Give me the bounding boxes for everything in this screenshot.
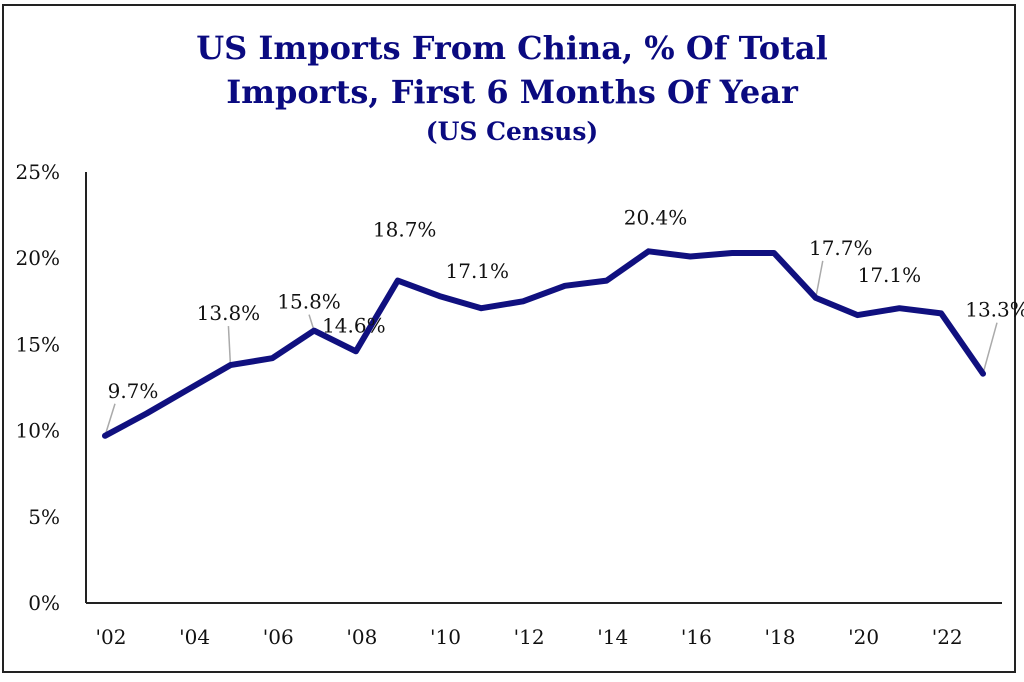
data-point xyxy=(145,411,149,415)
data-point xyxy=(437,294,441,298)
data-point xyxy=(354,349,358,353)
x-tick-label: '08 xyxy=(346,625,377,649)
chart-frame xyxy=(2,4,1016,673)
x-tick-label: '06 xyxy=(263,625,294,649)
x-tick-label: '16 xyxy=(681,625,712,649)
data-label: 17.7% xyxy=(809,236,873,260)
data-point xyxy=(228,363,232,367)
data-label: 15.8% xyxy=(277,290,341,314)
data-label: 13.8% xyxy=(197,301,261,325)
data-point xyxy=(939,311,943,315)
data-point xyxy=(688,254,692,258)
data-point xyxy=(897,306,901,310)
data-label: 17.1% xyxy=(858,263,922,287)
data-label: 17.1% xyxy=(446,259,510,283)
data-point xyxy=(479,306,483,310)
data-point xyxy=(187,387,191,391)
data-point xyxy=(270,356,274,360)
chart-title-line-1: US Imports From China, % Of Total xyxy=(196,29,828,67)
y-tick-label: 5% xyxy=(28,505,60,529)
series-line xyxy=(102,248,986,439)
data-point xyxy=(563,284,567,288)
data-point xyxy=(772,251,776,255)
data-point xyxy=(103,434,107,438)
x-tick-label: '12 xyxy=(514,625,545,649)
chart-title-line-2: Imports, First 6 Months Of Year xyxy=(226,73,798,111)
data-label: 18.7% xyxy=(373,218,437,242)
x-tick-label: '04 xyxy=(179,625,210,649)
data-label: 9.7% xyxy=(108,379,159,403)
x-tick-label: '20 xyxy=(848,625,879,649)
data-labels: 9.7% 13.8% 15.8%14.6% 18.7% 17.1% 20.4% 17.7% 1… xyxy=(108,205,1024,402)
x-tick-label: '10 xyxy=(430,625,461,649)
x-axis-ticks: '02 '04 '06 '08 '10 '12 '14 '16 '18 '20 '22 xyxy=(96,625,963,649)
data-point xyxy=(730,251,734,255)
y-tick-label: 15% xyxy=(16,332,60,356)
y-tick-label: 10% xyxy=(16,419,60,443)
data-point xyxy=(605,279,609,283)
x-tick-label: '22 xyxy=(932,625,963,649)
series-group xyxy=(102,248,986,439)
x-tick-label: '18 xyxy=(764,625,795,649)
y-tick-label: 20% xyxy=(16,246,60,270)
annotation-leader-line xyxy=(982,322,998,374)
data-label: 20.4% xyxy=(624,205,688,229)
data-label: 13.3% xyxy=(965,298,1024,322)
y-tick-label: 0% xyxy=(28,591,60,615)
data-point xyxy=(312,329,316,333)
axes xyxy=(85,172,1002,604)
data-point xyxy=(396,279,400,283)
data-point xyxy=(814,296,818,300)
data-point xyxy=(647,249,651,253)
y-axis-ticks: 0% 5% 10% 15% 20% 25% xyxy=(16,160,60,615)
annotation-leader-line xyxy=(104,403,116,436)
data-point xyxy=(856,313,860,317)
chart-subtitle: (US Census) xyxy=(425,117,599,146)
annotation-leader-line xyxy=(815,260,824,298)
annotation-leader-line xyxy=(227,326,232,366)
x-tick-label: '14 xyxy=(597,625,628,649)
data-point xyxy=(981,372,985,376)
x-tick-label: '02 xyxy=(96,625,127,649)
data-label: 14.6% xyxy=(322,313,386,337)
y-tick-label: 25% xyxy=(16,160,60,184)
data-point xyxy=(521,299,525,303)
